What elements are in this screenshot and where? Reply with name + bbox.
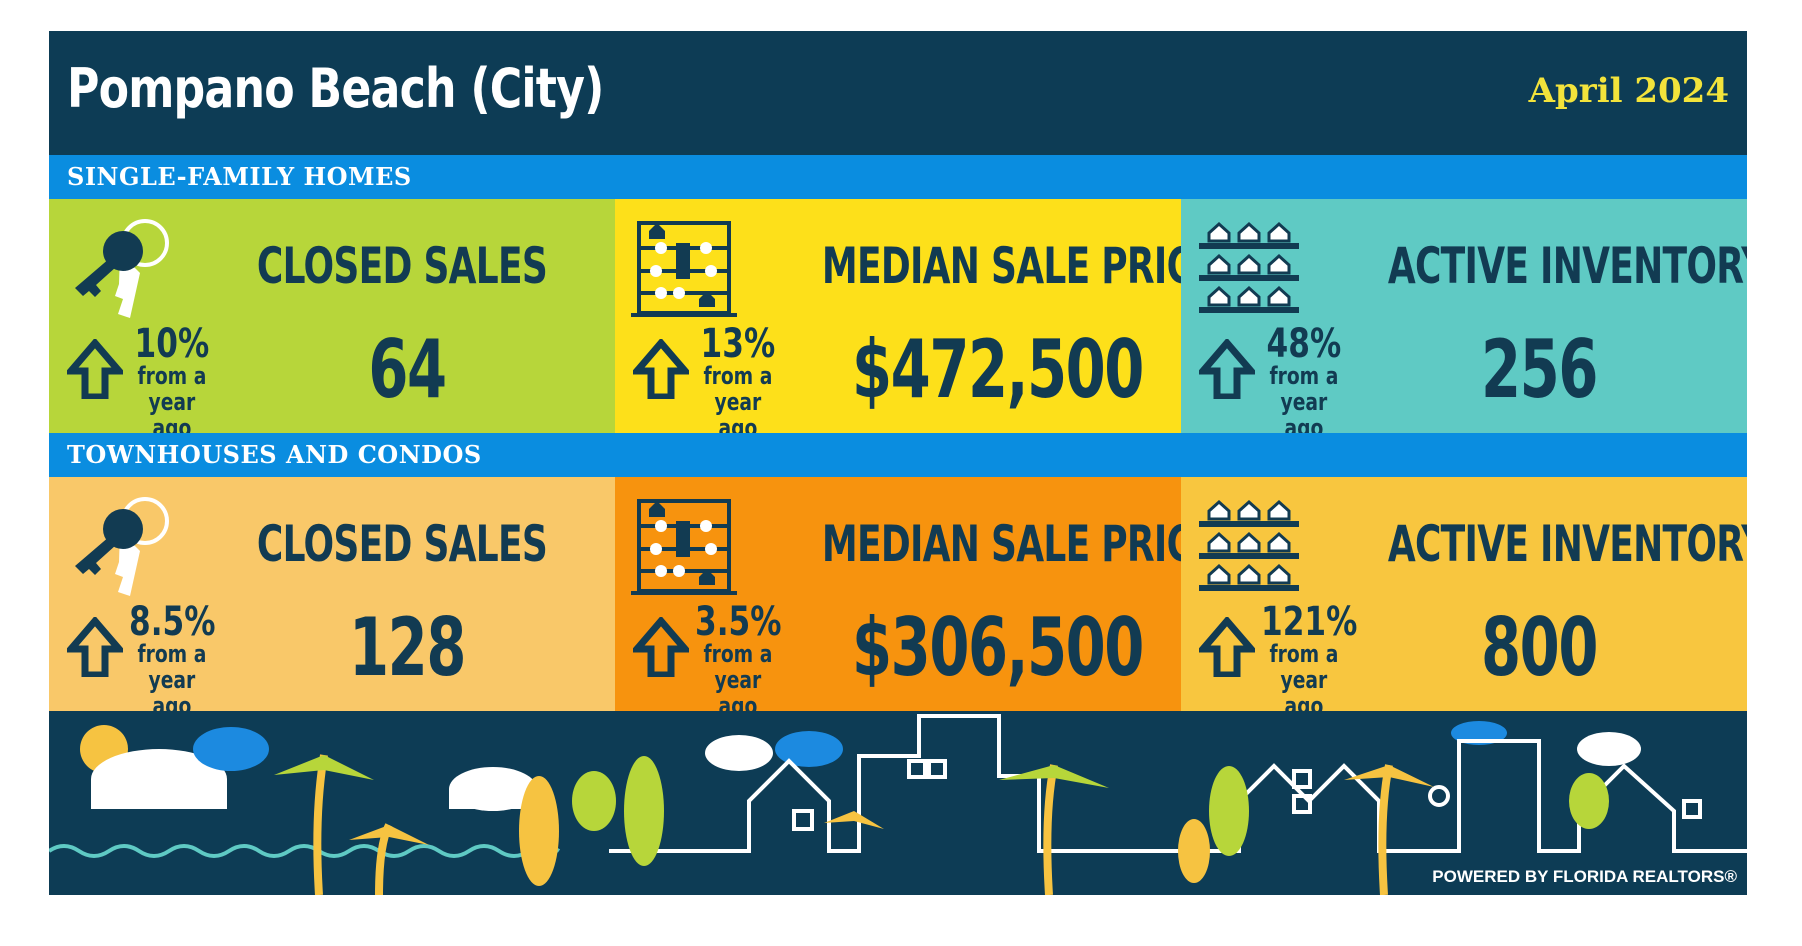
stat-value: $472,500 [852,323,1144,416]
arrow-icon [63,615,127,679]
change-text: from a year ago [137,640,207,711]
stat-card: ACTIVE INVENTORY 48% from a year ago 256 [1181,199,1747,433]
stat-value: 256 [1481,323,1598,416]
arrow-icon [63,337,127,401]
change-percent: 8.5% [129,599,216,645]
section-row: CLOSED SALES 8.5% from a year ago 128 MEDIAN… [49,477,1747,711]
footer: POWERED BY FLORIDA REALTORS® [47,711,1802,896]
icon [631,221,737,317]
stat-icon [1197,491,1307,605]
change-percent: 13% [700,321,776,367]
stat-icon [65,491,175,605]
stat-value: 64 [368,323,447,416]
change-text: from a year ago [703,640,773,711]
infographic: Pompano Beach (City) April 2024 SINGLE-F… [47,31,1802,896]
stat-icon [631,213,741,327]
sections: SINGLE-FAMILY HOMES CLOSED SALES 10% from a… [49,155,1747,711]
stat-label: ACTIVE INVENTORY [1387,237,1747,295]
change: 121% from a year ago [1261,599,1358,711]
stat-card: MEDIAN SALE PRICE 13% from a year ago $472,… [615,199,1181,433]
up-arrow [1195,615,1259,681]
up-arrow [629,337,693,403]
icon [75,497,169,596]
arrow-icon [629,615,693,679]
stat-icon [65,213,175,327]
stat-card: CLOSED SALES 8.5% from a year ago 128 [49,477,615,711]
change: 13% from a year ago [695,321,781,433]
stat-label: MEDIAN SALE PRICE [821,515,1181,573]
stat-icon [1197,213,1307,327]
change-text: from a year ago [1269,362,1339,433]
icon [631,499,737,595]
stat-icon [631,491,741,605]
arrow-icon [1195,615,1259,679]
arrow-icon [1195,337,1259,401]
stat-label: MEDIAN SALE PRICE [821,237,1181,295]
change: 8.5% from a year ago [129,599,216,711]
change: 10% from a year ago [129,321,215,433]
change-percent: 3.5% [695,599,782,645]
stat-label: CLOSED SALES [256,515,548,573]
section-row: CLOSED SALES 10% from a year ago 64 MEDIAN S… [49,199,1747,433]
change-percent: 121% [1261,599,1358,645]
title: Pompano Beach (City) [67,57,604,120]
change-percent: 48% [1266,321,1342,367]
up-arrow [629,615,693,681]
header: Pompano Beach (City) April 2024 [49,31,1747,155]
stat-value: 128 [349,601,466,694]
change-percent: 10% [134,321,210,367]
arrow-icon [629,337,693,401]
icon [75,219,169,318]
stat-value: 800 [1481,601,1598,694]
up-arrow [63,615,127,681]
up-arrow [63,337,127,403]
date: April 2024 [1528,71,1729,111]
skyline [47,714,1802,896]
stat-card: CLOSED SALES 10% from a year ago 64 [49,199,615,433]
change-text: from a year ago [1269,640,1339,711]
stat-card: ACTIVE INVENTORY 121% from a year ago 800 [1181,477,1747,711]
change-text: from a year ago [703,362,773,433]
change-text: from a year ago [137,362,207,433]
icon [1199,221,1299,313]
section-title: SINGLE-FAMILY HOMES [49,155,1747,199]
powered-by: POWERED BY FLORIDA REALTORS® [1432,867,1737,886]
up-arrow [1195,337,1259,403]
change: 48% from a year ago [1261,321,1347,433]
change: 3.5% from a year ago [695,599,782,711]
stat-value: $306,500 [852,601,1144,694]
stat-label: ACTIVE INVENTORY [1387,515,1747,573]
stat-label: CLOSED SALES [256,237,548,295]
section-title: TOWNHOUSES AND CONDOS [49,433,1747,477]
icon [1199,499,1299,591]
stat-card: MEDIAN SALE PRICE 3.5% from a year ago $306… [615,477,1181,711]
